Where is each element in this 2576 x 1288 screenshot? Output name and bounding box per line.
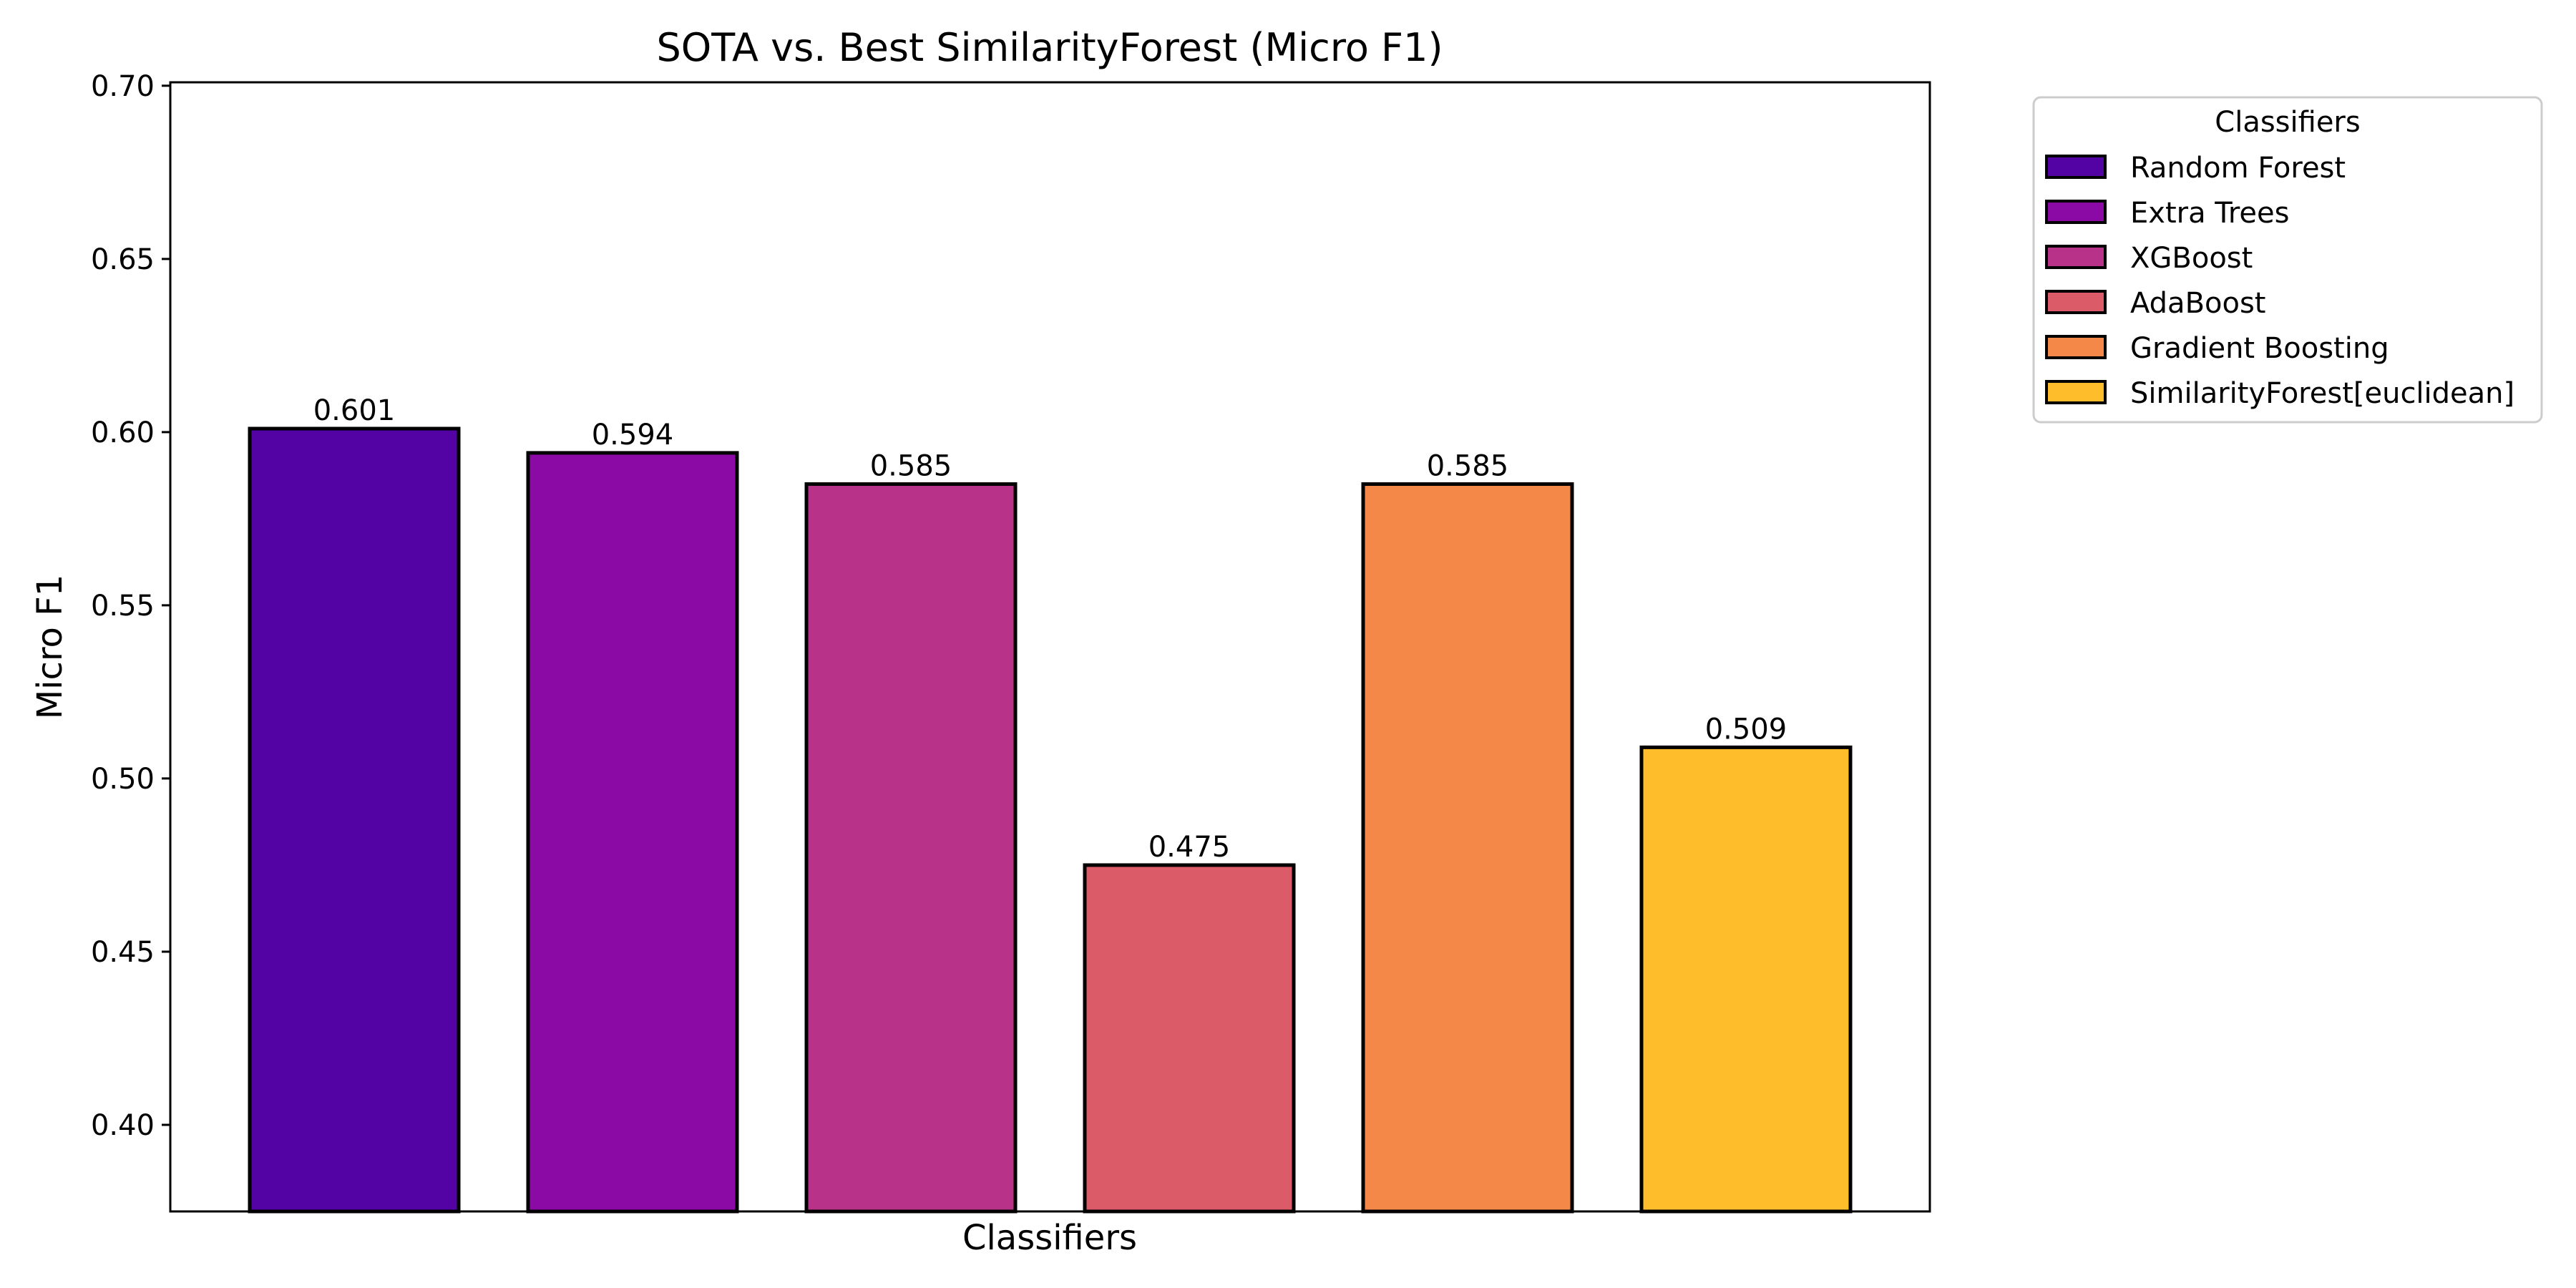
- legend-title: Classifiers: [2215, 106, 2360, 139]
- bar: [248, 426, 461, 1214]
- y-axis: 0.40 0.45 0.50 0.55 0.60 0.65 0.70: [91, 70, 170, 1142]
- legend-frame: [2032, 96, 2543, 424]
- legend-label: SimilarityForest[euclidean]: [2130, 377, 2514, 410]
- bar-value-label: 0.601: [313, 394, 396, 427]
- y-tick-label: 0.45: [91, 936, 155, 969]
- y-tick-label: 0.70: [91, 70, 155, 103]
- y-tick-label: 0.65: [91, 243, 155, 276]
- bar: [526, 451, 739, 1214]
- bar: [804, 482, 1018, 1214]
- bar-value-label: 0.594: [592, 419, 674, 452]
- bar-value-label: 0.475: [1148, 831, 1231, 864]
- legend-label: Extra Trees: [2130, 197, 2289, 230]
- y-tick-label: 0.40: [91, 1109, 155, 1142]
- y-axis-label: Micro F1: [30, 575, 70, 720]
- legend: Classifiers Random Forest Extra Trees XGBo…: [2032, 96, 2543, 424]
- legend-swatch: [2045, 380, 2107, 404]
- legend-label: AdaBoost: [2130, 287, 2265, 320]
- y-tick-label: 0.50: [91, 763, 155, 796]
- legend-swatch: [2045, 335, 2107, 359]
- bar-value-label: 0.585: [1427, 450, 1509, 483]
- y-tick-label: 0.60: [91, 416, 155, 449]
- bar: [1361, 482, 1574, 1214]
- bar-value-label: 0.509: [1705, 713, 1787, 746]
- legend-items: Random Forest Extra Trees XGBoost AdaBoost G…: [2045, 152, 2514, 410]
- chart-title: SOTA vs. Best SimilarityForest (Micro F1…: [656, 25, 1443, 70]
- x-axis-label: Classifiers: [962, 1218, 1137, 1258]
- legend-label: XGBoost: [2130, 242, 2253, 275]
- legend-label: Gradient Boosting: [2130, 332, 2389, 365]
- legend-swatch: [2045, 245, 2107, 269]
- bars-layer: 0.601 0.594 0.585 0.475 0.585 0.509: [248, 394, 1853, 1214]
- legend-swatch: [2045, 200, 2107, 224]
- bar: [1083, 863, 1296, 1214]
- bar-value-label: 0.585: [870, 450, 952, 483]
- y-tick-label: 0.55: [91, 590, 155, 623]
- legend-swatch: [2045, 290, 2107, 314]
- bar: [1639, 745, 1853, 1214]
- legend-swatch: [2045, 155, 2107, 179]
- legend-label: Random Forest: [2130, 152, 2346, 185]
- plot-frame: [169, 81, 1931, 1213]
